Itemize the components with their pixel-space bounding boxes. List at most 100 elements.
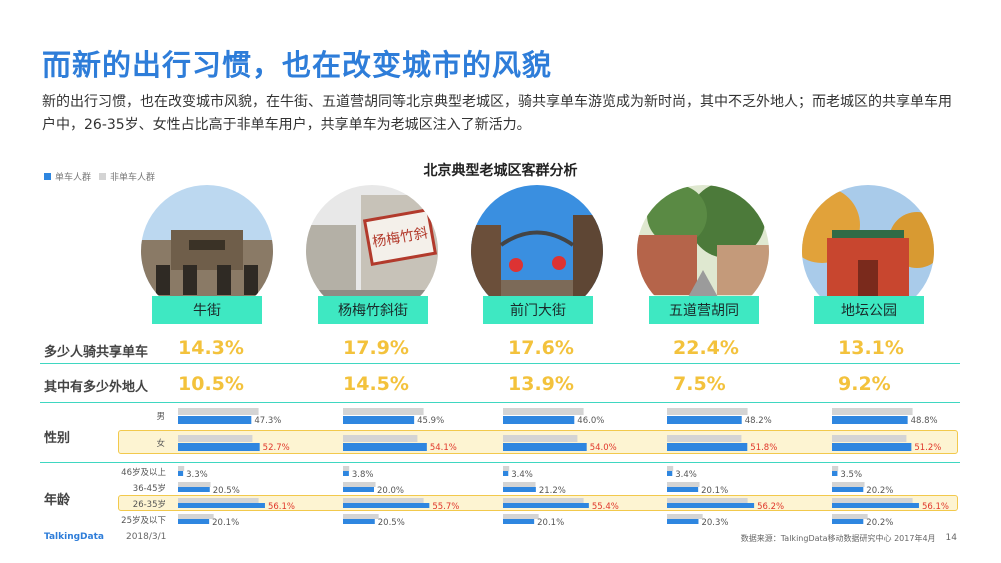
bar-age-bike <box>343 487 374 492</box>
bar-gender-value: 48.8% <box>911 416 938 426</box>
bar-gender-bike <box>667 443 748 451</box>
bar-gender-value: 51.2% <box>914 443 941 453</box>
location-label-5: 地坛公园 <box>814 296 924 324</box>
bar-age-value: 20.2% <box>866 518 893 528</box>
bar-age-nonbike <box>178 466 185 471</box>
divider <box>40 363 960 364</box>
outsider-value: 13.9% <box>508 373 574 395</box>
bar-gender-bike <box>503 443 587 451</box>
age-label-46plus: 46岁及以上 <box>121 468 166 478</box>
bar-gender-bike <box>832 443 912 451</box>
location-photo-niujie <box>141 185 273 317</box>
footer-left: TalkingData 2018/3/1 <box>44 532 166 542</box>
bar-gender-nonbike <box>178 435 253 442</box>
bar-age-bike <box>503 487 536 492</box>
bar-age-value: 56.2% <box>757 502 784 512</box>
share-value: 17.6% <box>508 337 574 359</box>
bar-gender-value: 48.2% <box>745 416 772 426</box>
footer-right: 数据来源：TalkingData移动数据研究中心 2017年4月 14 <box>741 533 957 544</box>
data-source: 数据来源：TalkingData移动数据研究中心 2017年4月 <box>740 534 936 543</box>
bar-age-value: 20.2% <box>866 486 893 496</box>
bar-age-value: 20.5% <box>378 518 405 528</box>
bar-age-value: 3.4% <box>675 470 697 480</box>
bar-age-bike <box>832 519 864 524</box>
legend-label-bike: 单车人群 <box>55 173 92 183</box>
outsider-value: 9.2% <box>838 373 891 395</box>
row-label-share: 多少人骑共享单车 <box>44 345 149 360</box>
bar-age-nonbike <box>343 482 376 487</box>
location-label-2: 杨梅竹斜街 <box>318 296 428 324</box>
bar-age-nonbike <box>503 482 536 487</box>
footer-date: 2018/3/1 <box>125 532 167 542</box>
bar-age-bike <box>832 471 838 476</box>
bar-gender-bike <box>343 443 427 451</box>
legend-swatch-bike <box>44 173 51 180</box>
bar-age-bike <box>832 503 919 508</box>
legend-label-nonbike: 非单车人群 <box>110 173 156 183</box>
bar-gender-nonbike <box>667 435 742 442</box>
bar-gender-nonbike <box>832 408 913 415</box>
bar-gender-bike <box>178 416 252 424</box>
bar-age-nonbike <box>667 482 700 487</box>
bar-gender-nonbike <box>667 408 748 415</box>
bar-age-nonbike <box>178 498 259 503</box>
bar-gender-nonbike <box>503 435 578 442</box>
age-label-26-35: 26-35岁 <box>132 500 166 510</box>
bar-age-nonbike <box>667 498 748 503</box>
bar-age-value: 56.1% <box>922 502 949 512</box>
bar-age-value: 20.0% <box>377 486 404 496</box>
outsider-value: 7.5% <box>673 373 726 395</box>
bar-gender-nonbike <box>178 408 259 415</box>
bar-gender-bike <box>832 416 908 424</box>
bar-gender-nonbike <box>832 435 907 442</box>
share-value: 14.3% <box>178 337 244 359</box>
age-label-36-45: 36-45岁 <box>132 484 166 494</box>
gender-label-male: 男 <box>156 412 165 422</box>
share-value: 13.1% <box>838 337 904 359</box>
bar-age-bike <box>343 471 349 476</box>
bar-age-nonbike <box>343 498 424 503</box>
bar-age-nonbike <box>178 482 211 487</box>
legend: 单车人群 非单车人群 <box>44 170 155 183</box>
chart-title: 北京典型老城区客群分析 <box>423 163 578 179</box>
bar-age-bike <box>343 503 430 508</box>
gender-label-female: 女 <box>156 439 165 449</box>
location-label-3: 前门大街 <box>483 296 593 324</box>
legend-swatch-nonbike <box>99 173 107 180</box>
bar-age-value: 20.1% <box>701 486 728 496</box>
bar-gender-bike <box>178 443 260 451</box>
bar-age-value: 20.1% <box>212 518 239 528</box>
bar-gender-nonbike <box>343 435 418 442</box>
divider <box>40 402 960 403</box>
bar-age-bike <box>667 471 673 476</box>
bar-age-nonbike <box>343 514 379 519</box>
location-label-4: 五道营胡同 <box>649 296 759 324</box>
row-label-outsiders: 其中有多少外地人 <box>44 380 149 395</box>
bar-age-nonbike <box>832 498 913 503</box>
bar-age-bike <box>503 471 509 476</box>
bar-age-value: 3.8% <box>352 470 374 480</box>
bar-age-value: 3.5% <box>840 470 862 480</box>
page-title: 而新的出行习惯，也在改变城市的风貌 <box>42 48 553 82</box>
share-value: 22.4% <box>673 337 739 359</box>
bar-age-bike <box>178 503 265 508</box>
bar-gender-value: 54.1% <box>430 443 457 453</box>
location-label-1: 牛街 <box>152 296 262 324</box>
bar-age-nonbike <box>832 482 865 487</box>
bar-age-bike <box>667 487 699 492</box>
row-label-age: 年龄 <box>44 493 71 508</box>
bar-gender-bike <box>503 416 575 424</box>
bar-age-nonbike <box>667 514 703 519</box>
row-label-gender: 性别 <box>44 431 71 446</box>
bar-age-value: 3.4% <box>511 470 533 480</box>
bar-gender-bike <box>667 416 742 424</box>
bar-gender-value: 47.3% <box>254 416 281 426</box>
bar-gender-bike <box>343 416 415 424</box>
bar-age-bike <box>178 471 184 476</box>
bar-age-value: 56.1% <box>268 502 295 512</box>
bar-gender-value: 46.0% <box>577 416 604 426</box>
brand-logo: TalkingData <box>44 532 104 542</box>
legend-item-bike: 单车人群 <box>44 170 91 183</box>
bar-age-value: 20.5% <box>213 486 240 496</box>
bar-age-nonbike <box>178 514 214 519</box>
